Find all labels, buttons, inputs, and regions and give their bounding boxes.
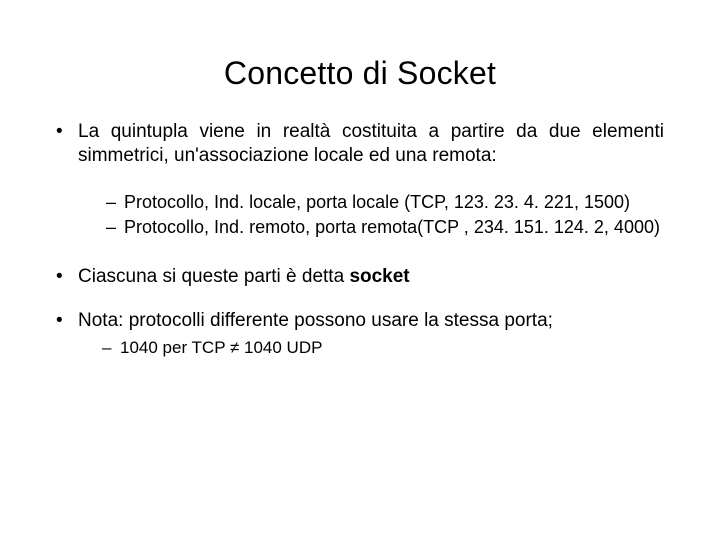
sub-item: Protocollo, Ind. locale, porta locale (T…: [106, 191, 664, 214]
bullet-item: La quintupla viene in realtà costituita …: [56, 120, 664, 239]
sub-item: Protocollo, Ind. remoto, porta remota(TC…: [106, 216, 664, 239]
sub-text: Protocollo, Ind. locale, porta locale (T…: [124, 192, 630, 212]
bullet-item: Nota: protocolli differente possono usar…: [56, 309, 664, 359]
bullet-item: Ciascuna si queste parti è detta socket: [56, 265, 664, 289]
sub2-item: 1040 per TCP ≠ 1040 UDP: [102, 337, 664, 359]
sub-list: Protocollo, Ind. locale, porta locale (T…: [78, 191, 664, 239]
bullet-text: Nota: protocolli differente possono usar…: [78, 310, 553, 331]
bullet-text-bold: socket: [349, 266, 409, 287]
slide-title: Concetto di Socket: [56, 55, 664, 92]
bullet-text-pre: Ciascuna si queste parti è detta: [78, 266, 349, 287]
bullet-list: La quintupla viene in realtà costituita …: [56, 120, 664, 359]
sub-text: Protocollo, Ind. remoto, porta remota(TC…: [124, 217, 660, 237]
sub2-text: 1040 per TCP ≠ 1040 UDP: [120, 338, 322, 357]
sub2-list: 1040 per TCP ≠ 1040 UDP: [78, 337, 664, 359]
bullet-text: La quintupla viene in realtà costituita …: [78, 121, 664, 166]
slide: Concetto di Socket La quintupla viene in…: [0, 0, 720, 540]
